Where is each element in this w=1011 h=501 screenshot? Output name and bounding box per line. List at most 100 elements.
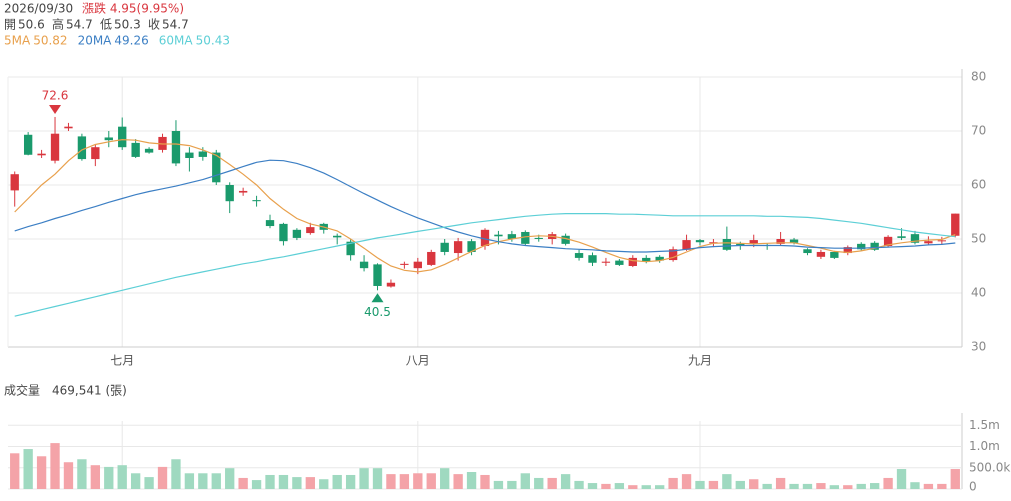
candle-body (480, 229, 490, 247)
candle-body (749, 240, 758, 244)
volume-bar (789, 483, 799, 489)
volume-bar (762, 483, 772, 489)
candle-body (265, 220, 275, 227)
max-marker (49, 104, 62, 114)
volume-bar (440, 468, 450, 489)
volume-bar (601, 483, 611, 489)
ohlc-label: 低 (100, 18, 112, 32)
candle-body (238, 190, 248, 193)
x-tick-label: 九月 (688, 354, 712, 368)
volume-bar (278, 474, 289, 489)
candle-body (386, 282, 396, 287)
volume-bar (413, 473, 423, 489)
volume-bar (130, 473, 141, 489)
candle-body (534, 237, 543, 239)
ma-line (14, 213, 956, 317)
volume-bar (628, 485, 638, 489)
volume-bar (144, 477, 154, 489)
y-tick-label: 40 (971, 286, 986, 300)
y-tick-label: 50 (971, 232, 986, 246)
candle-body (668, 249, 678, 261)
candle-body (642, 257, 651, 262)
candle-body (937, 240, 947, 242)
y-tick-label: 70 (971, 124, 986, 138)
candle-body (144, 148, 154, 153)
candle-body (171, 131, 181, 164)
volume-bar (534, 477, 544, 489)
volume-tick-label: 1.0m (969, 439, 1000, 453)
volume-bar (265, 474, 275, 489)
candle-body (924, 241, 933, 244)
candle-body (655, 256, 664, 261)
volume-bar (641, 485, 651, 489)
candle-body (870, 242, 879, 250)
y-tick-label: 30 (971, 340, 986, 354)
ohlc-value: 54.7 (162, 18, 189, 32)
max-label: 72.6 (42, 88, 69, 102)
volume-bar (614, 483, 625, 489)
volume-title: 成交量 (4, 383, 40, 398)
volume-bar (36, 456, 47, 489)
volume-bar (157, 466, 168, 489)
legend-value: 49.26 (114, 34, 148, 48)
volume-tick-label: 500.0k (969, 460, 1010, 474)
candle-body (118, 126, 127, 148)
volume-bar (184, 473, 195, 489)
volume-bar (292, 477, 302, 489)
volume-bar (466, 472, 477, 489)
volume-bar (480, 474, 490, 489)
candle-body (507, 234, 517, 239)
candle-body (333, 235, 342, 238)
volume-bar (399, 474, 410, 489)
candle-body (830, 251, 839, 258)
candle-body (252, 200, 261, 202)
volume-bar (722, 474, 732, 489)
volume-text: 469,541 (張) (52, 384, 127, 398)
candle-body (91, 147, 100, 160)
candle-body (279, 223, 288, 242)
volume-bar (896, 469, 907, 489)
ma-line (14, 138, 956, 273)
volume-bar (63, 462, 74, 489)
volume-bar (225, 468, 235, 489)
candle-body (695, 240, 705, 243)
date: 2026/09/30 (4, 2, 73, 16)
candle-body (453, 241, 463, 254)
candle-body (883, 236, 893, 247)
volume-bar (829, 485, 840, 489)
candle-body (897, 236, 906, 238)
ma-line (14, 159, 956, 253)
candle-body (185, 152, 194, 158)
volume-bar (681, 474, 692, 489)
volume-bar (950, 469, 960, 489)
candle-body (615, 260, 624, 265)
ohlc-value: 54.7 (66, 18, 93, 32)
candle-body (346, 241, 355, 256)
volume-bar (171, 459, 181, 489)
volume-bar (923, 483, 934, 489)
volume-bar (77, 459, 87, 489)
volume-bar (749, 479, 759, 489)
candle-body (467, 241, 476, 252)
candle-body (104, 137, 113, 141)
volume-bar (251, 480, 262, 489)
min-label: 40.5 (364, 305, 391, 319)
candle-body (628, 257, 637, 266)
x-tick-label: 七月 (110, 354, 134, 368)
candle-body (212, 152, 221, 183)
change: 漲跌 4.95(9.95%) (82, 1, 184, 16)
y-tick-label: 60 (971, 178, 986, 192)
ohlc-value: 50.6 (18, 18, 45, 32)
candle-body (131, 142, 140, 157)
candle-body (588, 255, 597, 263)
candle-body (225, 185, 234, 202)
legend-value: 50.43 (196, 34, 230, 48)
candle-body (306, 227, 315, 234)
volume-tick-label: 0 (969, 480, 977, 494)
ohlc-label: 開 (4, 18, 16, 32)
volume-bar (708, 480, 719, 489)
legend-value: 50.82 (33, 34, 67, 48)
candle-body (910, 234, 920, 243)
volume-bar (104, 466, 114, 489)
